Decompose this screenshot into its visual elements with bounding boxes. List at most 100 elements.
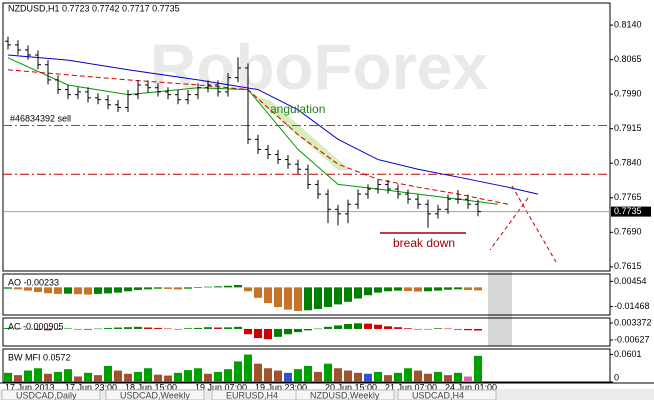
x-tick-label: 19 Jun 23:00 [255,382,307,392]
tab-label[interactable]: NZDUSD,Weekly [310,390,380,400]
histogram-bar [444,287,452,290]
histogram-bar [164,287,172,289]
y-tick-label: 0.7840 [614,158,642,168]
histogram-bar [214,286,222,288]
tab-label[interactable]: USDCAD,H4 [412,390,464,400]
histogram-bar [454,328,462,330]
histogram-bar [404,368,412,382]
histogram-bar [84,328,92,330]
histogram-bar [74,287,82,295]
histogram-bar [204,286,212,288]
y-tick-label: -0.00627 [614,334,650,344]
histogram-bar [254,328,262,339]
histogram-bar [94,287,102,294]
panel-title: AO -0.00233 [8,277,59,287]
histogram-bar [174,328,182,330]
histogram-bar [464,328,472,331]
histogram-bar [254,363,262,382]
y-tick-label: 0.7690 [614,227,642,237]
histogram-bar [334,287,342,305]
histogram-bar [184,370,192,382]
histogram-bar [244,287,252,292]
histogram-bar [424,328,432,330]
histogram-bar [244,328,252,335]
histogram-bar [244,354,252,382]
histogram-bar [94,328,102,330]
histogram-bar [184,328,192,329]
histogram-bar [444,375,452,382]
histogram-bar [474,355,482,382]
histogram-bar [94,375,102,382]
histogram-bar [424,373,432,382]
histogram-bar [144,368,152,382]
tab-label[interactable]: USDCAD,Daily [16,390,77,400]
tab[interactable] [1,389,101,400]
y-tick-label: 0 [614,372,619,382]
histogram-bar [34,368,42,382]
histogram-bar [104,365,112,382]
scroll-marker [488,272,512,346]
histogram-bar [274,370,282,382]
histogram-bar [24,287,32,291]
watermark: RoboForex [150,31,488,103]
histogram-bar [334,325,342,329]
tab[interactable] [397,389,497,400]
histogram-bar [414,328,422,330]
histogram-bar [204,373,212,382]
histogram-bar [304,365,312,382]
histogram-bar [14,287,22,290]
tab-label[interactable]: USDCAD,Weekly [120,390,190,400]
histogram-bar [104,328,112,329]
moving-average [7,69,509,205]
histogram-bar [324,363,332,382]
histogram-bar [324,287,332,308]
histogram-bar [284,287,292,310]
tab[interactable] [295,389,395,400]
histogram-bar [224,285,232,288]
histogram-bar [464,287,472,290]
histogram-bar [24,370,32,382]
histogram-bar [314,328,322,330]
histogram-bar [274,328,282,337]
x-tick-label: 20 Jun 15:00 [325,382,377,392]
histogram-bar [394,372,402,382]
y-tick-label: 0.8065 [614,54,642,64]
histogram-bar [114,287,122,293]
histogram-bar [54,287,62,294]
histogram-bar [284,372,292,382]
histogram-bar [294,287,302,311]
histogram-bar [474,287,482,291]
x-tick-label: 17 Jun 23:00 [65,382,117,392]
histogram-bar [434,328,442,329]
histogram-bar [124,373,132,382]
y-tick-label: 0.7915 [614,123,642,133]
histogram-bar [404,287,412,292]
annotation: angulation [270,102,325,116]
histogram-bar [414,370,422,382]
histogram-bar [174,372,182,382]
histogram-bar [124,327,132,329]
histogram-bar [264,287,272,304]
histogram-bar [34,328,42,331]
y-tick-label: 0.003372 [614,317,652,327]
x-tick-label: 17 Jun 2013 [5,382,55,392]
histogram-bar [4,372,12,382]
y-tick-label: 0.00454 [614,276,647,286]
histogram-bar [64,328,72,329]
histogram-bar [304,328,312,331]
histogram-bar [354,287,362,299]
histogram-bar [304,287,312,311]
histogram-bar [264,328,272,340]
panel-frame [2,2,611,272]
tab-label[interactable]: EURUSD,H4 [226,390,278,400]
y-tick-label: -0.01468 [614,301,650,311]
histogram-bar [154,327,162,329]
panel-frame [2,273,611,316]
chart-title: NZDUSD,H1 0.7723 0.7742 0.7717 0.7735 [8,3,180,13]
y-tick-label: 0.7990 [614,89,642,99]
histogram-bar [344,370,352,382]
tab[interactable] [105,389,205,400]
histogram-bar [254,287,262,298]
histogram-bar [4,328,12,329]
